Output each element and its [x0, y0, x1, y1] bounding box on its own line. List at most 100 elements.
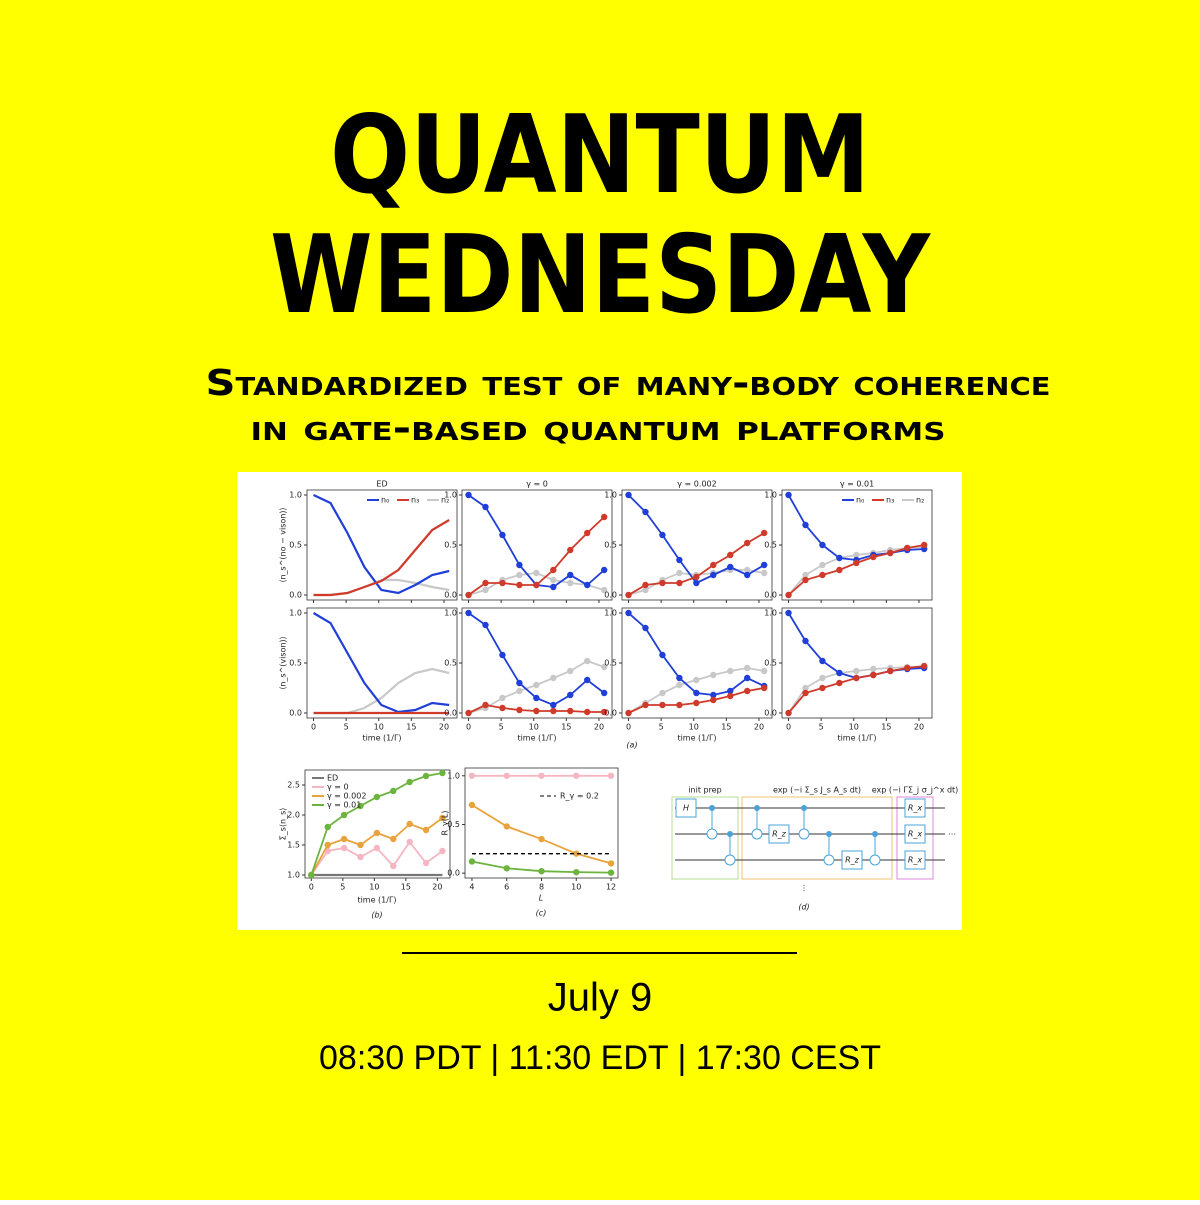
y-tick-label: 0.5: [289, 659, 302, 668]
data-point: [439, 814, 446, 822]
data-point: [533, 681, 540, 689]
data-point: [468, 772, 476, 779]
data-point: [550, 566, 557, 574]
x-tick-label: 5: [659, 723, 664, 732]
y-tick-label: 1.5: [287, 841, 300, 850]
x-axis-label: time (1/Γ): [837, 734, 876, 743]
data-point: [710, 571, 717, 579]
y-tick-label: 1.0: [287, 871, 300, 880]
data-point: [659, 579, 666, 587]
data-point: [373, 829, 381, 837]
data-point: [760, 684, 768, 692]
data-point: [744, 664, 751, 672]
x-tick-label: 0: [466, 723, 471, 732]
y-tick-label: 0.5: [289, 541, 302, 550]
data-point: [710, 691, 717, 699]
data-point: [567, 707, 574, 715]
data-point: [870, 553, 877, 561]
legend-label: n₃: [886, 496, 894, 505]
data-point: [499, 531, 506, 539]
data-point: [744, 566, 751, 574]
target: [869, 854, 881, 866]
data-point: [390, 835, 397, 843]
data-point: [853, 551, 860, 559]
block: [741, 796, 893, 880]
data-point: [324, 823, 331, 831]
data-point: [516, 706, 523, 714]
data-point: [550, 701, 557, 709]
y-tick-label: 0.0: [764, 709, 777, 718]
data-point: [516, 561, 523, 569]
data-point: [693, 573, 700, 581]
data-point: [567, 691, 574, 699]
data-point: [465, 591, 472, 599]
data-point: [538, 867, 545, 875]
series-line: [313, 519, 450, 597]
y-tick-label: 0.0: [444, 591, 457, 600]
legend-label: n₃: [411, 496, 419, 505]
data-point: [853, 667, 860, 675]
data-point: [324, 841, 331, 849]
data-point: [390, 787, 397, 795]
y-tick-label: 1.0: [289, 491, 302, 500]
data-point: [836, 554, 843, 562]
y-tick-label: 2.5: [287, 781, 300, 790]
data-point: [785, 591, 792, 599]
y-tick-label: 1.0: [604, 609, 617, 618]
data-point: [659, 701, 666, 709]
y-tick-label: 0.5: [604, 541, 617, 550]
data-point: [625, 491, 632, 499]
data-point: [357, 853, 364, 861]
y-tick-label: 1.0: [764, 609, 777, 618]
legend-label: n₂: [916, 496, 924, 505]
data-point: [819, 674, 826, 682]
data-point: [642, 586, 649, 594]
panel-title: γ = 0.01: [840, 480, 874, 489]
legend-label: R_γ = 0.2: [560, 792, 599, 801]
data-point: [516, 687, 523, 695]
x-tick-label: 5: [819, 723, 824, 732]
data-point: [573, 772, 580, 779]
data-point: [482, 503, 489, 511]
x-tick-label: 10: [849, 723, 859, 732]
data-point: [710, 561, 717, 569]
data-point: [659, 689, 666, 697]
data-point: [465, 491, 472, 499]
data-point: [465, 609, 472, 617]
y-tick-label: 0.5: [604, 659, 617, 668]
x-axis-label: time (1/Γ): [677, 734, 716, 743]
data-point: [676, 681, 683, 689]
panel-title: ED: [376, 480, 387, 489]
data-point: [422, 772, 430, 780]
data-point: [567, 571, 574, 579]
y-tick-label: 1.0: [444, 609, 457, 618]
data-point: [819, 684, 826, 692]
data-point: [533, 694, 540, 702]
data-point: [870, 671, 877, 679]
panel-label: (d): [798, 903, 809, 912]
x-tick-label: 5: [344, 723, 349, 732]
data-point: [625, 709, 632, 717]
block-title: exp (−i Σ_s J_s A_s dt): [773, 786, 861, 795]
gate-label: R_x: [908, 830, 923, 839]
data-point: [819, 571, 826, 579]
data-point: [422, 826, 430, 834]
data-point: [802, 576, 809, 584]
data-point: [802, 637, 809, 645]
axes-frame: [304, 769, 451, 879]
data-point: [607, 869, 615, 876]
data-point: [819, 561, 826, 569]
data-point: [625, 591, 632, 599]
data-point: [727, 687, 734, 695]
subtitle-line: Standardized test of many-body coherence: [206, 363, 1051, 404]
y-tick-label: 0.0: [444, 709, 457, 718]
data-point: [642, 701, 649, 709]
data-point: [744, 687, 751, 695]
date: July 9: [548, 976, 653, 1020]
y-tick-label: 0.5: [444, 659, 457, 668]
data-point: [727, 551, 734, 559]
data-point: [836, 566, 843, 574]
data-point: [390, 862, 397, 870]
data-point: [503, 865, 510, 872]
